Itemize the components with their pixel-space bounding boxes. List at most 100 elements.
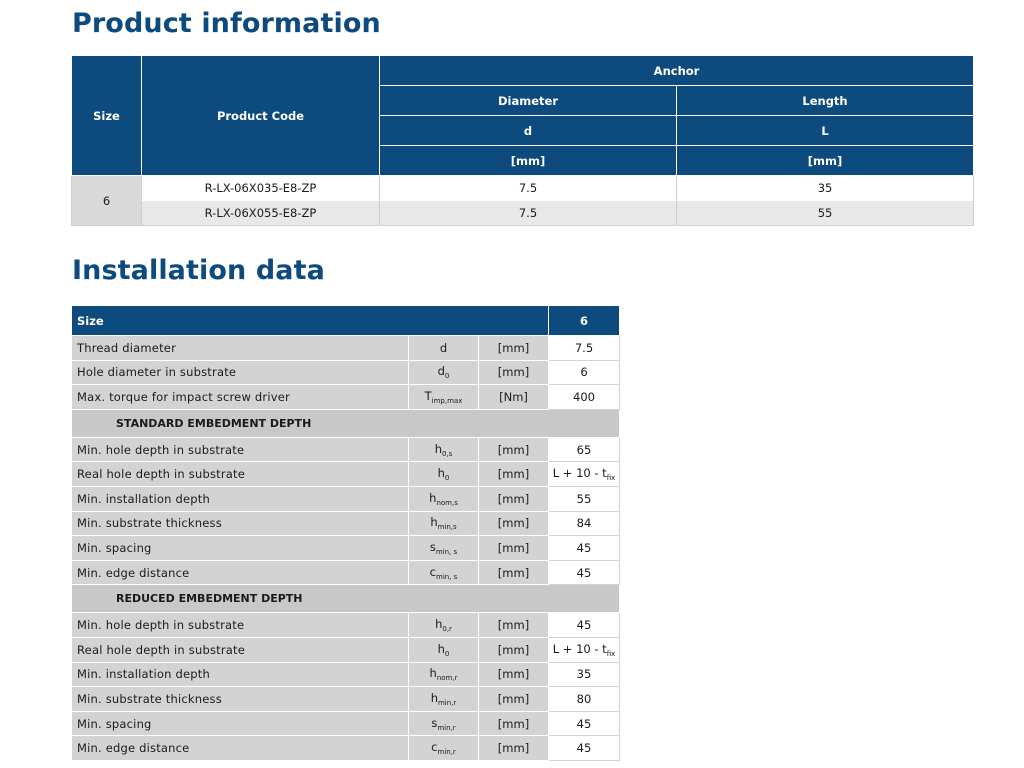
parameter-unit: [mm] xyxy=(478,510,549,537)
parameter-value: 65 xyxy=(548,436,620,463)
table-row: Min. edge distance cmin,r [mm] 45 xyxy=(71,735,620,761)
section-header-row: REDUCED EMBEDMENT DEPTH xyxy=(71,584,620,614)
parameter-value: 7.5 xyxy=(548,335,620,361)
symbol-text: s xyxy=(429,539,436,554)
table-row: Max. torque for impact screw driver Timp,… xyxy=(71,384,620,410)
symbol-subscript: nom,s xyxy=(436,498,458,507)
value-text: 45 xyxy=(576,565,592,580)
parameter-label: Min. substrate thickness xyxy=(71,510,409,537)
table-row: Thread diameter d [mm] 7.5 xyxy=(71,335,620,361)
parameter-unit: [mm] xyxy=(478,436,549,463)
parameter-symbol: h0,s xyxy=(408,436,479,463)
table-row: Real hole depth in substrate h0 [mm] L + 10… xyxy=(71,461,620,487)
size-cell: 6 xyxy=(71,175,142,226)
symbol-subscript: min,s xyxy=(437,523,457,532)
parameter-label: Min. substrate thickness xyxy=(71,686,409,712)
diameter-unit-header: [mm] xyxy=(379,145,677,176)
diameter-cell: 7.5 xyxy=(379,175,677,201)
parameter-value: 45 xyxy=(548,535,620,561)
parameter-value: L + 10 - tfix xyxy=(548,636,620,663)
value-text: 7.5 xyxy=(574,340,594,355)
parameter-symbol: smin,r xyxy=(408,710,479,737)
installation-header-row: Size 6 xyxy=(71,305,620,336)
symbol-text: h xyxy=(430,690,438,705)
table-row: Min. spacing smin, s [mm] 45 xyxy=(71,535,620,561)
length-cell: 55 xyxy=(675,200,975,226)
value-text: L + 10 - t xyxy=(552,641,607,656)
parameter-label: Min. hole depth in substrate xyxy=(71,436,409,463)
symbol-text: d xyxy=(439,340,448,355)
product-code-cell: R-LX-06X055-E8-ZP xyxy=(141,200,380,226)
parameter-unit: [mm] xyxy=(478,612,549,638)
value-text: 45 xyxy=(576,741,592,756)
parameter-value: 6 xyxy=(548,359,620,386)
parameter-symbol: Timp,max xyxy=(408,384,479,410)
parameter-value: 45 xyxy=(548,710,620,737)
parameter-unit: [mm] xyxy=(478,359,549,386)
parameter-unit: [mm] xyxy=(478,710,549,737)
value-text: 45 xyxy=(576,618,592,633)
parameter-label: Real hole depth in substrate xyxy=(71,461,409,487)
table-row: Hole diameter in substrate d0 [mm] 6 xyxy=(71,359,620,386)
parameter-value: 45 xyxy=(548,559,620,586)
table-row: Real hole depth in substrate h0 [mm] L + 10… xyxy=(71,636,620,663)
parameter-value: 80 xyxy=(548,686,620,712)
size-header: Size xyxy=(71,55,142,176)
parameter-label: Min. spacing xyxy=(71,710,409,737)
parameter-unit: [mm] xyxy=(478,485,549,512)
value-text: 80 xyxy=(576,691,592,706)
symbol-text: c xyxy=(431,740,438,755)
product-code-header: Product Code xyxy=(141,55,380,176)
parameter-label: Max. torque for impact screw driver xyxy=(71,384,409,410)
product-code-cell: R-LX-06X035-E8-ZP xyxy=(141,175,380,201)
symbol-text: h xyxy=(434,441,442,456)
symbol-text: h xyxy=(437,466,445,481)
table-row: Min. hole depth in substrate h0,r [mm] 45 xyxy=(71,612,620,638)
parameter-symbol: h0 xyxy=(408,636,479,663)
symbol-subscript: nom,r xyxy=(436,674,458,683)
length-unit-header: [mm] xyxy=(675,145,975,176)
product-information-table: Size Product Code Anchor Diameter Length… xyxy=(71,55,975,226)
symbol-subscript: 0 xyxy=(444,372,450,381)
table-row: Min. installation depth hnom,r [mm] 35 xyxy=(71,661,620,688)
value-text: 45 xyxy=(576,716,592,731)
symbol-subscript: min,r xyxy=(437,723,456,732)
table-row: Min. substrate thickness hmin,s [mm] 84 xyxy=(71,510,620,537)
table-row: Min. spacing smin,r [mm] 45 xyxy=(71,710,620,737)
parameter-symbol: hmin,s xyxy=(408,510,479,537)
parameter-unit: [mm] xyxy=(478,636,549,663)
section-title: STANDARD EMBEDMENT DEPTH xyxy=(71,408,620,438)
symbol-text: d xyxy=(437,364,445,379)
symbol-text: h xyxy=(429,666,437,681)
symbol-text: h xyxy=(430,515,438,530)
section-title: REDUCED EMBEDMENT DEPTH xyxy=(71,584,620,614)
value-text: 400 xyxy=(573,389,595,404)
parameter-value: L + 10 - tfix xyxy=(548,461,620,487)
parameter-value: 35 xyxy=(548,661,620,688)
value-subscript: fix xyxy=(606,474,616,483)
parameter-label: Min. installation depth xyxy=(71,485,409,512)
parameter-label: Min. spacing xyxy=(71,535,409,561)
product-information-heading: Product information xyxy=(72,8,381,39)
parameter-value: 55 xyxy=(548,485,620,512)
value-text: L + 10 - t xyxy=(552,466,607,481)
parameter-unit: [mm] xyxy=(478,535,549,561)
symbol-subscript: min, s xyxy=(435,547,458,556)
table-row: Min. substrate thickness hmin,r [mm] 80 xyxy=(71,686,620,712)
parameter-symbol: cmin, s xyxy=(408,559,479,586)
parameter-unit: [mm] xyxy=(478,461,549,487)
length-cell: 35 xyxy=(675,175,975,201)
parameter-unit: [mm] xyxy=(478,559,549,586)
parameter-label: Min. hole depth in substrate xyxy=(71,612,409,638)
parameter-unit: [mm] xyxy=(478,735,549,761)
length-header: Length xyxy=(675,85,975,116)
parameter-label: Real hole depth in substrate xyxy=(71,636,409,663)
parameter-symbol: hmin,r xyxy=(408,686,479,712)
symbol-text: s xyxy=(431,715,438,730)
symbol-subscript: min,r xyxy=(437,748,456,757)
size-value-header: 6 xyxy=(548,305,620,336)
value-text: 65 xyxy=(576,442,592,457)
parameter-unit: [mm] xyxy=(478,686,549,712)
parameter-label: Thread diameter xyxy=(71,335,409,361)
value-text: 84 xyxy=(576,516,592,531)
